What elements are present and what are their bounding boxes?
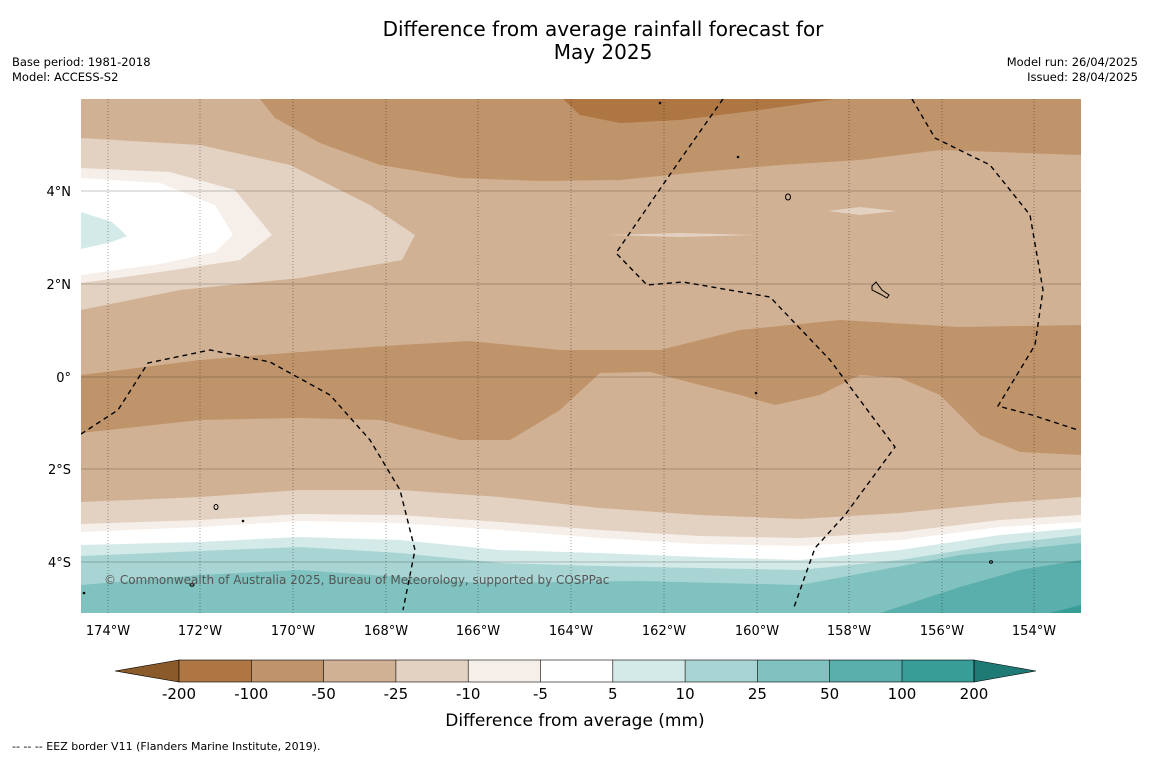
colorbar-tick: -5 [533,685,548,703]
field-tongue-white [81,178,233,275]
base-period-text: Base period: 1981-2018 [12,55,151,69]
chart-title: Difference from average rainfall forecas… [300,18,906,64]
eez-borders [81,99,1079,611]
lon-label: 162°W [642,624,686,639]
lon-label: 164°W [549,624,593,639]
model-text: Model: ACCESS-S2 [12,70,119,84]
colorbar-swatch [612,660,686,682]
colorbar-tick: -10 [456,685,481,703]
lon-label: 160°W [735,624,779,639]
islands [82,101,993,595]
gridlines [81,190,1081,563]
colorbar-tick: 5 [608,685,618,703]
colorbar-swatch [685,660,758,682]
colorbar-tick: -25 [384,685,409,703]
colorbar-tick: 25 [748,685,767,703]
eez-legend-note: -- -- -- EEZ border V11 (Flanders Marine… [12,740,321,753]
colorbar-tick: -50 [311,685,336,703]
lon-label: 168°W [364,624,408,639]
lat-label: 2°N [47,278,72,293]
colorbar-swatch [540,660,613,682]
copyright-text: © Commonwealth of Australia 2025, Bureau… [104,573,609,587]
field-streak-east [828,207,897,215]
field-band-mid-brown-equator [81,320,1081,455]
colorbar: -200 -100 -50 -25 -10 -5 5 10 25 50 100 … [114,659,1037,731]
lon-label: 170°W [271,624,315,639]
lon-label: 172°W [178,624,222,639]
meta-left: Base period: 1981-2018 Model: ACCESS-S2 [12,55,151,85]
lon-label: 166°W [456,624,500,639]
colorbar-tick: 100 [888,685,917,703]
colorbar-swatch [757,660,830,682]
colorbar-extend-low [114,659,180,683]
colorbar-swatch [395,660,469,682]
lat-label: 4°N [47,185,72,200]
field-band-south-mid-teal [880,560,1081,613]
lon-label: 158°W [827,624,871,639]
lon-label: 154°W [1012,624,1056,639]
colorbar-swatch [179,660,252,682]
lon-label: 174°W [86,624,130,639]
lon-label: 156°W [920,624,964,639]
lat-labels: 4°N 2°N 0° 2°S 4°S [47,185,72,571]
colorbar-extend-high [973,659,1037,683]
field-band-dark-brown-top [563,99,835,123]
lat-label: 4°S [48,556,71,571]
field-band-south-dark-teal [1050,605,1081,613]
colorbar-swatch [468,660,541,682]
colorbar-dividers [251,660,903,682]
lat-label: 0° [56,371,71,386]
issued-text: Issued: 28/04/2025 [1027,70,1138,84]
lon-labels: 174°W 172°W 170°W 168°W 166°W 164°W 162°… [86,624,1056,639]
colorbar-outline [178,659,975,683]
title-line-2: May 2025 [553,40,653,64]
colorbar-swatch [323,660,396,682]
field-streak-central [607,233,755,237]
colorbar-tick: -200 [162,685,196,703]
colorbar-swatch [902,660,974,682]
colorbar-tick: 50 [820,685,839,703]
colorbar-title: Difference from average (mm) [445,711,704,731]
title-line-1: Difference from average rainfall forecas… [382,17,824,41]
colorbar-tick: -100 [234,685,268,703]
colorbar-swatch [829,660,902,682]
field-band-south-teal [81,543,1081,613]
map-field: © Commonwealth of Australia 2025, Bureau… [81,99,1081,613]
field-band-mid-brown-top [81,99,1081,181]
colorbar-tick: 10 [676,685,695,703]
colorbar-swatch [251,660,324,682]
meta-right: Model run: 26/04/2025 Issued: 28/04/2025 [1007,55,1138,85]
model-run-text: Model run: 26/04/2025 [1006,55,1138,69]
colorbar-tick: 200 [960,685,989,703]
lat-label: 2°S [48,463,71,478]
field-tongue-pale-teal [81,212,127,249]
